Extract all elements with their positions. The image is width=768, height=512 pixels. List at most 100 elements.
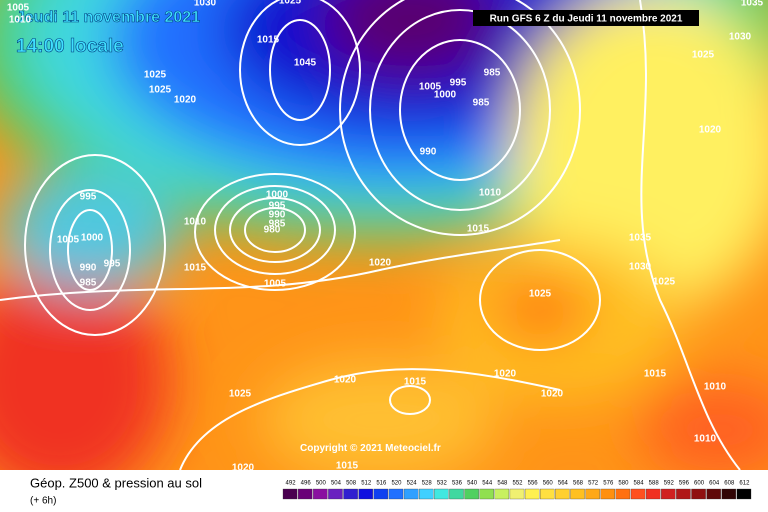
isobar-label: 985 bbox=[269, 219, 286, 230]
colorbar-label: 496 bbox=[301, 481, 312, 487]
colorbar-swatch bbox=[313, 488, 328, 500]
isobar-label: 1015 bbox=[257, 35, 280, 46]
colorbar-label: 572 bbox=[588, 481, 599, 487]
isobar-label: 1015 bbox=[404, 377, 427, 388]
colorbar-swatch bbox=[615, 488, 631, 500]
isobar-label: 990 bbox=[80, 263, 97, 274]
isobar-label: 1005 bbox=[264, 279, 287, 290]
isobar-label: 1005 bbox=[419, 82, 442, 93]
colorbar-swatch bbox=[434, 488, 449, 500]
isobar-label: 1015 bbox=[184, 263, 207, 274]
isobar-label: 1000 bbox=[266, 190, 289, 201]
footer-title: Géop. Z500 & pression au sol bbox=[30, 475, 202, 490]
colorbar-label: 608 bbox=[724, 481, 735, 487]
isobar-label: 995 bbox=[450, 78, 467, 89]
isobar-label: 1015 bbox=[467, 224, 490, 235]
colorbar-swatch bbox=[600, 488, 615, 500]
colorbar-label: 580 bbox=[618, 481, 629, 487]
isobar-label: 980 bbox=[264, 225, 281, 236]
isobar-label: 1025 bbox=[144, 70, 167, 81]
footer-lead: (+ 6h) bbox=[30, 496, 56, 507]
isobar-label: 1010 bbox=[694, 434, 717, 445]
colorbar-label: 532 bbox=[437, 481, 448, 487]
isobar-label: 990 bbox=[269, 210, 286, 221]
colorbar-swatch bbox=[691, 488, 706, 500]
colorbar-swatch bbox=[373, 488, 389, 500]
colorbar-label: 588 bbox=[649, 481, 660, 487]
run-info: Run GFS 6 Z du Jeudi 11 novembre 2021 bbox=[490, 14, 683, 25]
isobar-label: 1025 bbox=[149, 85, 172, 96]
isobar-label: 995 bbox=[104, 259, 121, 270]
colorbar-label: 492 bbox=[286, 481, 297, 487]
colorbar-label: 584 bbox=[634, 481, 645, 487]
isobar-label: 1020 bbox=[699, 125, 722, 136]
isobar-label: 1025 bbox=[279, 0, 302, 7]
colorbar-swatch bbox=[297, 488, 313, 500]
isobar-label: 1005 bbox=[57, 235, 80, 246]
colorbar-label: 552 bbox=[512, 481, 523, 487]
colorbar-swatch bbox=[736, 488, 752, 500]
isobar-label: 990 bbox=[420, 147, 437, 158]
colorbar-swatch bbox=[403, 488, 419, 500]
colorbar-swatch bbox=[555, 488, 570, 500]
colorbar-swatch bbox=[585, 488, 600, 500]
isobar-label: 1025 bbox=[529, 289, 552, 300]
field bbox=[0, 0, 768, 500]
isobar-label: 1030 bbox=[729, 32, 752, 43]
isobar-label: 985 bbox=[80, 278, 97, 289]
isobar-label: 1015 bbox=[644, 369, 667, 380]
colorbar-label: 516 bbox=[376, 481, 387, 487]
colorbar-label: 568 bbox=[573, 481, 584, 487]
isobar-label: 1035 bbox=[629, 233, 652, 244]
colorbar-swatch bbox=[570, 488, 585, 500]
colorbar-swatch bbox=[676, 488, 691, 500]
colorbar-swatch bbox=[449, 488, 464, 500]
colorbar-swatch bbox=[661, 488, 676, 500]
colorbar-label: 604 bbox=[709, 481, 720, 487]
isobar-label: 1025 bbox=[229, 389, 252, 400]
colorbar-label: 512 bbox=[361, 481, 372, 487]
isobars bbox=[0, 0, 601, 471]
colorbar-swatch bbox=[479, 488, 494, 500]
colorbar-swatch bbox=[706, 488, 721, 500]
colorbar-label: 596 bbox=[679, 481, 690, 487]
isobar-label: 1000 bbox=[434, 90, 457, 101]
colorbar-swatch bbox=[464, 488, 479, 500]
colorbar-swatch bbox=[645, 488, 661, 500]
isobar-label: 1020 bbox=[494, 369, 517, 380]
colorbar-swatch bbox=[358, 488, 373, 500]
isobar-label: 1020 bbox=[232, 463, 255, 474]
isobar-label: 1010 bbox=[184, 217, 207, 228]
colorbar-swatch bbox=[524, 488, 540, 500]
isobar-label: 1045 bbox=[294, 58, 317, 69]
colorbar-label: 500 bbox=[316, 481, 327, 487]
colorbar-swatch bbox=[388, 488, 404, 500]
isobar-label: 1010 bbox=[704, 382, 727, 393]
isobar-label: 1035 bbox=[741, 0, 764, 9]
isobar-label: 985 bbox=[484, 68, 501, 79]
colorbar-swatch bbox=[509, 488, 525, 500]
colorbar-swatch bbox=[494, 488, 510, 500]
isobar-label: 985 bbox=[473, 98, 490, 109]
colorbar-swatch bbox=[282, 488, 298, 500]
run-box bbox=[473, 10, 699, 26]
isobar-label: 1020 bbox=[369, 258, 392, 269]
copyright: Copyright © 2021 Meteociel.fr bbox=[300, 443, 441, 454]
date: Jeudi 11 novembre 2021 bbox=[16, 9, 200, 26]
colorbar-label: 576 bbox=[603, 481, 614, 487]
colorbar-label: 564 bbox=[558, 481, 569, 487]
isobar-label: 1010 bbox=[479, 188, 502, 199]
colorbar-label: 544 bbox=[482, 481, 493, 487]
colorbar-label: 600 bbox=[694, 481, 705, 487]
colorbar-label: 528 bbox=[422, 481, 433, 487]
isobar-label: 1000 bbox=[81, 233, 104, 244]
colorbar-swatch bbox=[630, 488, 646, 500]
colorbar-label: 504 bbox=[331, 481, 342, 487]
colorbar: 492 496 500 504 508 512 516 520 524 528 532 536 540 5… bbox=[282, 481, 752, 500]
isobar-label: 1025 bbox=[653, 277, 676, 288]
colorbar-swatch bbox=[540, 488, 555, 500]
colorbar-label: 560 bbox=[543, 481, 554, 487]
colorbar-label: 520 bbox=[391, 481, 402, 487]
